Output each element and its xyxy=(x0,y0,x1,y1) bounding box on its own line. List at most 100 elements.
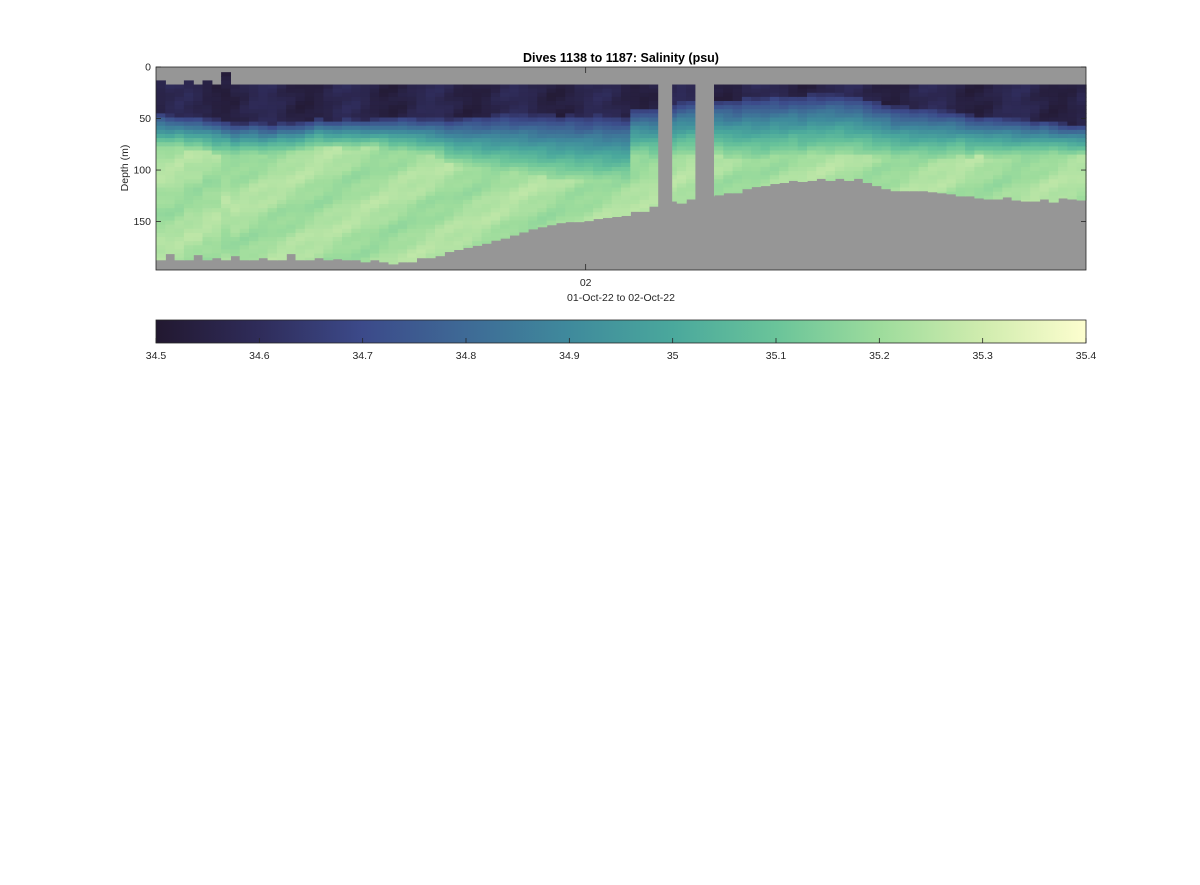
salinity-cell xyxy=(965,129,975,135)
salinity-cell xyxy=(472,183,483,189)
salinity-cell xyxy=(732,129,743,135)
salinity-cell xyxy=(528,171,538,176)
salinity-cell xyxy=(388,261,399,265)
salinity-cell xyxy=(974,183,985,189)
salinity-cell xyxy=(258,133,269,139)
salinity-cell xyxy=(342,249,352,255)
salinity-cell xyxy=(407,257,417,263)
salinity-cell xyxy=(528,191,538,197)
salinity-cell xyxy=(797,154,808,160)
salinity-cell xyxy=(946,92,957,98)
colorbar-tick-label: 35.4 xyxy=(1076,350,1097,362)
salinity-cell xyxy=(732,109,743,114)
salinity-cell xyxy=(360,101,371,106)
salinity-cell xyxy=(593,199,603,205)
salinity-cell xyxy=(918,187,929,192)
salinity-cell xyxy=(314,212,324,218)
salinity-cell xyxy=(211,146,222,152)
salinity-cell xyxy=(267,187,278,193)
salinity-cell xyxy=(388,121,399,127)
salinity-cell xyxy=(360,150,371,156)
salinity-cell xyxy=(583,121,594,127)
salinity-cell xyxy=(621,138,631,143)
salinity-cell xyxy=(602,142,613,147)
salinity-cell xyxy=(1002,105,1013,110)
salinity-cell xyxy=(1048,162,1059,168)
salinity-cell xyxy=(314,133,324,139)
salinity-cell xyxy=(686,142,696,147)
salinity-cell xyxy=(574,208,585,213)
salinity-cell xyxy=(202,195,213,201)
salinity-cell xyxy=(500,117,510,123)
salinity-cell xyxy=(397,245,408,250)
salinity-cell xyxy=(388,191,399,197)
salinity-cell xyxy=(676,150,687,156)
salinity-cell xyxy=(1020,129,1031,135)
salinity-cell xyxy=(621,133,631,139)
salinity-cell xyxy=(165,241,176,246)
salinity-cell xyxy=(425,138,436,143)
salinity-cell xyxy=(927,125,938,131)
salinity-cell xyxy=(1039,179,1050,185)
salinity-cell xyxy=(1067,166,1078,172)
salinity-cell xyxy=(955,133,966,139)
salinity-cell xyxy=(518,183,529,189)
salinity-cell xyxy=(555,195,566,201)
salinity-cell xyxy=(918,138,929,143)
salinity-cell xyxy=(639,101,650,106)
salinity-cell xyxy=(202,179,213,185)
salinity-cell xyxy=(239,179,250,185)
salinity-cell xyxy=(732,175,743,180)
salinity-cell xyxy=(797,166,808,172)
salinity-cell xyxy=(183,187,194,193)
salinity-cell xyxy=(351,195,362,201)
salinity-cell xyxy=(472,113,483,119)
salinity-cell xyxy=(249,183,259,189)
salinity-cell xyxy=(1067,88,1078,94)
salinity-cell xyxy=(779,117,789,123)
salinity-cell xyxy=(211,245,222,250)
salinity-cell xyxy=(211,105,222,110)
salinity-cell xyxy=(686,146,696,152)
salinity-cell xyxy=(1039,129,1050,135)
salinity-cell xyxy=(286,224,297,230)
salinity-cell xyxy=(853,129,864,135)
salinity-cell xyxy=(323,113,334,119)
salinity-cell xyxy=(918,117,929,123)
salinity-cell xyxy=(500,96,510,102)
salinity-cell xyxy=(444,105,455,110)
salinity-cell xyxy=(574,187,585,193)
salinity-cell xyxy=(751,96,762,102)
salinity-cell xyxy=(788,171,799,176)
salinity-cell xyxy=(639,154,650,160)
salinity-cell xyxy=(723,183,734,189)
salinity-cell xyxy=(881,142,892,147)
salinity-cell xyxy=(676,154,687,160)
salinity-cell xyxy=(1030,171,1041,176)
salinity-cell xyxy=(648,129,659,135)
salinity-cell xyxy=(890,84,901,90)
salinity-cell xyxy=(630,109,641,114)
salinity-cell xyxy=(462,101,473,106)
salinity-cell xyxy=(593,138,603,143)
salinity-cell xyxy=(314,245,324,250)
salinity-cell xyxy=(1039,133,1050,139)
salinity-cell xyxy=(1048,113,1059,119)
salinity-cell xyxy=(388,241,399,246)
salinity-cell xyxy=(360,138,371,143)
salinity-cell xyxy=(332,101,343,106)
salinity-cell xyxy=(462,183,473,189)
salinity-cell xyxy=(546,109,557,114)
salinity-cell xyxy=(630,171,641,176)
salinity-cell xyxy=(379,121,390,127)
salinity-cell xyxy=(323,228,334,234)
salinity-cell xyxy=(1030,133,1041,139)
salinity-cell xyxy=(1011,113,1022,119)
salinity-cell xyxy=(416,150,427,156)
salinity-cell xyxy=(537,88,548,94)
salinity-cell xyxy=(872,96,882,102)
salinity-cell xyxy=(323,142,334,147)
salinity-cell xyxy=(834,175,845,179)
salinity-cell xyxy=(323,257,334,261)
salinity-cell xyxy=(295,212,306,218)
